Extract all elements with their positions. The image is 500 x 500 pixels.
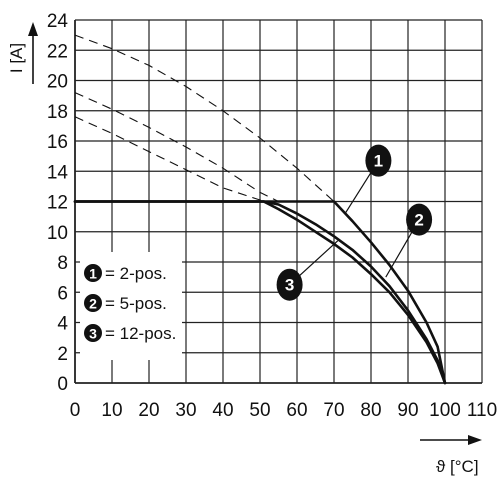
legend-label: = 12-pos.	[105, 324, 176, 343]
y-axis-label: I [A]	[7, 43, 26, 73]
y-tick-label: 18	[47, 102, 68, 123]
x-tick-label: 30	[175, 400, 196, 421]
legend-marker-2	[84, 294, 102, 312]
legend-marker-3	[84, 324, 102, 342]
x-tick-label: 60	[286, 400, 307, 421]
callout-leader-1	[344, 171, 373, 214]
x-tick-labels: 0 10 20 30 40 50 60 70 80 90 100 110	[70, 400, 497, 421]
x-tick-label: 110	[467, 400, 497, 421]
callouts: 1 2 3	[276, 144, 433, 301]
y-tick-label: 14	[47, 162, 69, 183]
legend-label: = 2-pos.	[105, 264, 167, 283]
x-axis-arrow	[420, 435, 482, 445]
y-tick-label: 6	[57, 283, 68, 304]
y-tick-label: 4	[57, 314, 68, 335]
x-tick-label: 100	[429, 400, 461, 421]
legend-label: = 5-pos.	[105, 294, 167, 313]
y-tick-label: 22	[47, 41, 68, 62]
y-tick-label: 2	[57, 344, 68, 365]
legend: 1 = 2-pos. 2 = 5-pos. 3 = 12-pos.	[80, 252, 182, 360]
grid	[74, 19, 483, 384]
dashed-curve-2	[74, 92, 279, 202]
y-tick-label: 10	[47, 223, 68, 244]
x-tick-label: 0	[70, 400, 81, 421]
y-axis-arrow	[28, 22, 38, 84]
x-axis-label: ϑ [°C]	[436, 457, 479, 476]
callout-leader-2	[385, 230, 414, 278]
x-tick-label: 90	[397, 400, 418, 421]
x-tick-label: 40	[212, 400, 233, 421]
callout-number-1: 1	[374, 152, 383, 171]
curves	[73, 34, 447, 385]
dashed-curve-3	[74, 116, 268, 203]
dashed-curve-1	[74, 34, 335, 202]
callout-number-2: 2	[414, 211, 423, 230]
x-tick-label: 10	[101, 400, 122, 421]
x-tick-label: 70	[323, 400, 344, 421]
legend-marker-number: 3	[89, 326, 97, 342]
y-tick-label: 12	[47, 193, 68, 214]
derating-curve-3	[73, 200, 447, 385]
callout-number-3: 3	[285, 276, 294, 295]
derating-curve-1	[73, 200, 447, 385]
y-tick-label: 0	[57, 374, 68, 395]
callout-marker-3	[276, 268, 303, 301]
callout-leader-3	[298, 240, 339, 277]
legend-marker-number: 1	[89, 266, 97, 282]
legend-marker-1	[84, 264, 102, 282]
legend-marker-number: 2	[89, 296, 97, 312]
x-tick-label: 50	[249, 400, 270, 421]
callout-marker-2	[406, 203, 433, 236]
x-tick-label: 80	[360, 400, 381, 421]
y-tick-label: 20	[47, 72, 68, 93]
x-tick-label: 20	[138, 400, 159, 421]
derating-curve-2	[73, 200, 447, 385]
y-tick-label: 8	[57, 253, 68, 274]
y-tick-label: 16	[47, 132, 68, 153]
y-tick-label: 24	[47, 11, 69, 32]
callout-marker-1	[365, 144, 392, 177]
